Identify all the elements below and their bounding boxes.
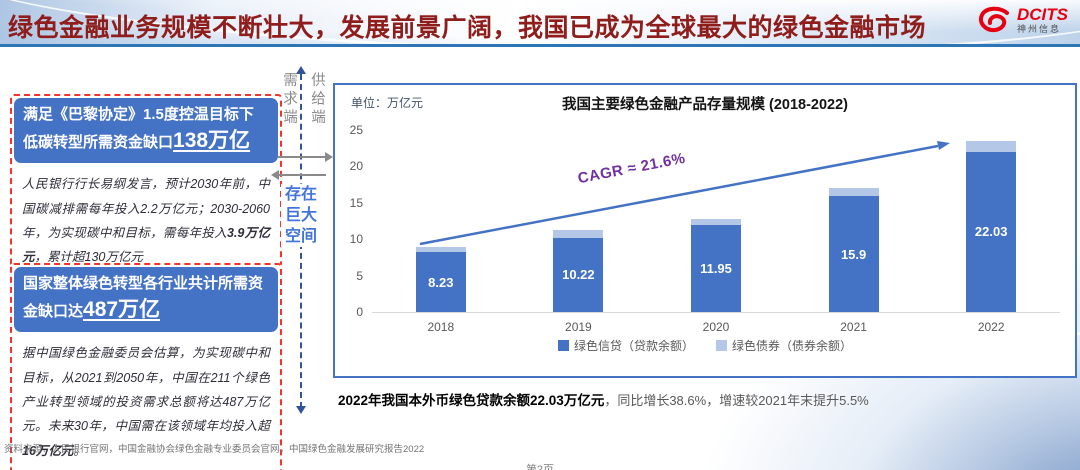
legend-swatch-icon xyxy=(557,340,569,351)
huge-gap-label: 存在 巨大 空间 xyxy=(281,184,321,247)
chart-caption: 2022年我国本外币绿色贷款余额22.03万亿元，同比增长38.6%，增速较20… xyxy=(338,389,869,409)
caption-bold: 2022年我国本外币绿色贷款余额22.03万亿元 xyxy=(338,393,605,408)
arrow-down-icon xyxy=(296,406,306,414)
box-header-line1: 满足《巴黎协定》1.5度控温目标下 xyxy=(23,106,254,123)
y-axis-tick: 25 xyxy=(349,123,363,137)
bar-2018: 8.23 xyxy=(415,247,466,312)
chart-panel: 单位：万亿元 我国主要绿色金融产品存量规模 (2018-2022) CAGR ≈… xyxy=(333,83,1077,378)
loan-segment: 22.03 xyxy=(966,151,1017,312)
box-header-highlight: 138万亿 xyxy=(173,128,251,152)
demand-side-label: 需求端 xyxy=(281,72,297,128)
box-header-highlight: 487万亿 xyxy=(83,297,161,321)
chart-unit-label: 单位：万亿元 xyxy=(351,96,424,110)
box-body-text: ，累计超130万亿元 xyxy=(34,250,143,265)
x-axis-label: 2020 xyxy=(702,320,730,334)
legend-label: 绿色信贷（贷款余额） xyxy=(573,339,694,353)
y-axis-tick: 0 xyxy=(356,305,363,319)
bond-segment xyxy=(415,247,466,253)
bond-segment xyxy=(828,188,879,197)
logo-swirl-icon xyxy=(979,6,1009,33)
loan-segment: 10.22 xyxy=(553,237,604,312)
loan-segment: 15.9 xyxy=(828,196,879,312)
legend-swatch-icon xyxy=(716,340,727,351)
x-axis-label: 2022 xyxy=(977,320,1005,334)
chart-legend: 绿色信贷（贷款余额） 绿色债券（债券余额） xyxy=(335,337,1075,354)
caption-regular: ，同比增长38.6%，增速较2021年末提升5.5% xyxy=(604,393,869,408)
box-header: 国家整体绿色转型各行业共计所需资 金缺口达487万亿 xyxy=(14,267,278,333)
company-logo: DCITS 神州信息 xyxy=(976,6,1068,34)
box-body: 人民银行行长易纲发言，预计2030年前，中国碳减排需每年投入2.2万亿元；203… xyxy=(12,165,280,279)
source-note: 资料来源：人民银行官网，中国金融协会绿色金融专业委员会官网，中国绿色金融发展研究… xyxy=(4,444,425,455)
legend-label: 绿色债券（债券余额） xyxy=(732,339,853,353)
box-header: 满足《巴黎协定》1.5度控温目标下 低碳转型所需资金缺口138万亿 xyxy=(14,98,278,164)
gap-line: 空间 xyxy=(284,228,317,245)
arrow-left-icon xyxy=(271,170,326,180)
funding-gap-box-national: 国家整体绿色转型各行业共计所需资 金缺口达487万亿 据中国绿色金融委员会估算，… xyxy=(10,263,282,470)
y-axis-tick: 5 xyxy=(356,268,363,283)
box-body-text: 。 xyxy=(73,443,86,458)
bond-segment xyxy=(553,230,604,238)
box-body: 据中国绿色金融委员会估算，为实现碳中和目标，从2021到2050年，中国在211… xyxy=(12,334,280,470)
box-body-text: 人民银行行长易纲发言，预计2030年前，中国碳减排需每年投入2.2万亿元；203… xyxy=(22,177,270,240)
page-title: 绿色金融业务规模不断壮大，发展前景广阔，我国已成为全球最大的绿色金融市场 xyxy=(8,14,927,42)
bar-2019: 10.22 xyxy=(553,230,604,312)
box-header-line1: 国家整体绿色转型各行业共计所需资 xyxy=(23,275,264,292)
loan-segment: 11.95 xyxy=(691,225,741,312)
funding-gap-box-paris: 满足《巴黎协定》1.5度控温目标下 低碳转型所需资金缺口138万亿 人民银行行长… xyxy=(10,94,282,281)
x-axis-label: 2018 xyxy=(427,320,455,334)
y-axis-tick: 10 xyxy=(349,232,363,247)
top-banner xyxy=(0,0,1080,44)
page-number: 第2页 xyxy=(525,464,555,470)
logo-text: DCITS 神州信息 xyxy=(1017,6,1068,34)
cagr-trend-arrow xyxy=(419,141,950,246)
arrow-up-icon xyxy=(296,66,306,74)
box-body-bold: 3.9万亿元 xyxy=(22,225,270,265)
chart-plot: CAGR ≈ 21.6% 0 5 10 15 20 25 8.23 2018 10.22 2019… xyxy=(350,123,1060,334)
bar-2020: 11.95 xyxy=(691,219,741,312)
loan-segment: 8.23 xyxy=(415,252,466,312)
supply-side-label: 供给端 xyxy=(309,72,325,128)
y-axis-tick: 15 xyxy=(349,195,363,210)
y-axis-tick: 20 xyxy=(349,159,363,174)
box-body-bold: 16万亿元 xyxy=(22,443,74,458)
legend-item: 绿色债券（债券余额） xyxy=(716,337,852,354)
arrow-right-icon xyxy=(278,152,333,162)
x-axis-label: 2021 xyxy=(840,320,867,334)
x-axis-label: 2019 xyxy=(565,320,592,334)
gap-line: 存在 xyxy=(284,186,317,203)
bar-2021: 15.9 xyxy=(828,188,879,312)
chart-title: 我国主要绿色金融产品存量规模 (2018-2022) xyxy=(561,97,849,113)
box-header-line2: 金缺口达 xyxy=(23,302,84,320)
bond-segment xyxy=(691,219,741,226)
legend-item: 绿色信贷（贷款余额） xyxy=(557,337,694,354)
box-body-text: 据中国绿色金融委员会估算，为实现碳中和目标，从2021到2050年，中国在211… xyxy=(22,346,270,434)
box-header-line2: 低碳转型所需资金缺口 xyxy=(23,133,174,151)
bar-2022: 22.03 xyxy=(966,140,1017,312)
bond-segment xyxy=(966,140,1017,152)
gap-line: 巨大 xyxy=(284,207,317,224)
banner-underline xyxy=(0,44,1080,47)
logo-subtitle: 神州信息 xyxy=(1017,24,1062,34)
logo-brand: DCITS xyxy=(1017,5,1068,24)
